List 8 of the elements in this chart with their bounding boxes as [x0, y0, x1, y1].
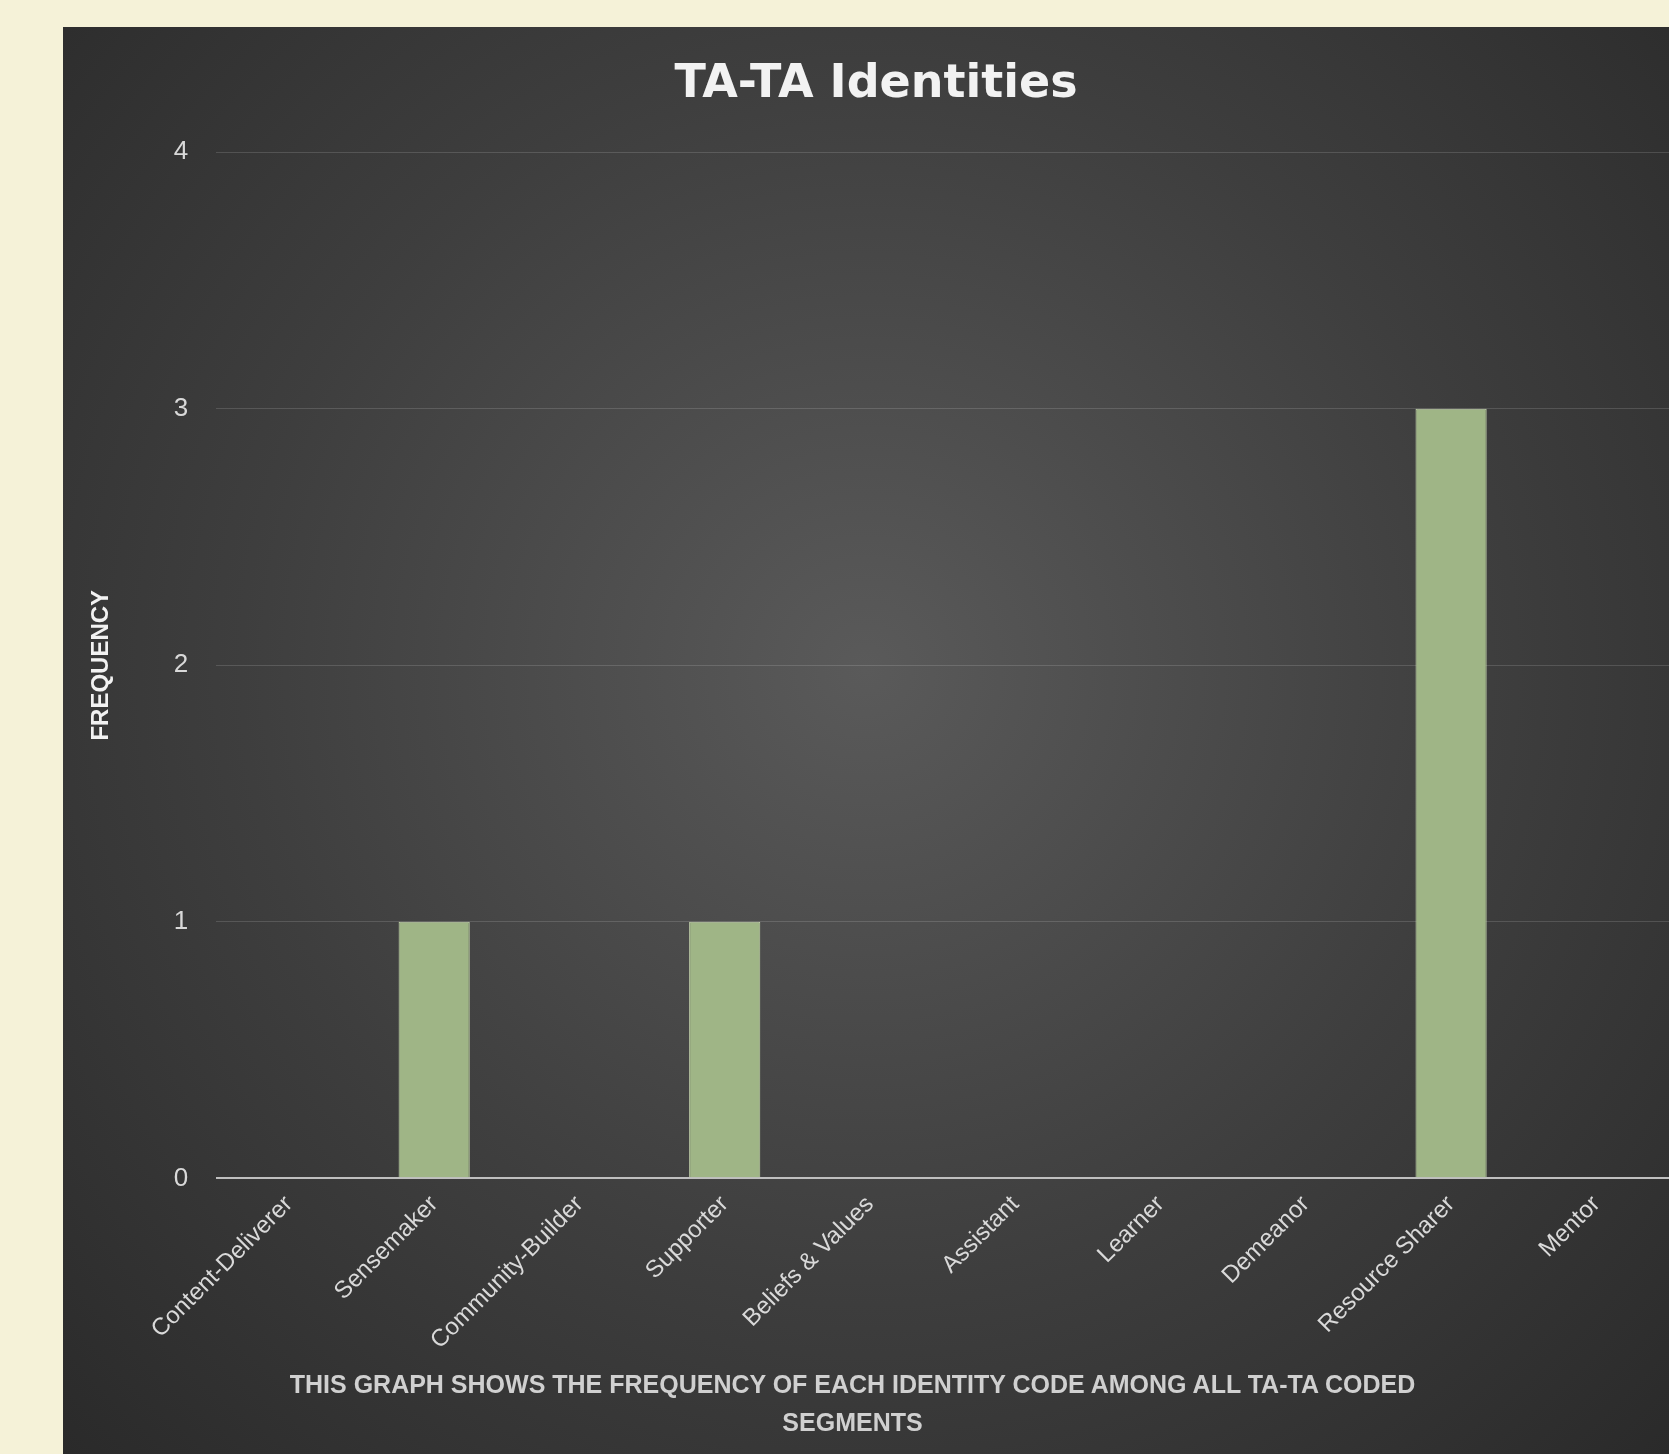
chart-title: TA-TA Identities: [674, 53, 1078, 108]
x-axis-title: THIS GRAPH SHOWS THE FREQUENCY OF EACH IDENTITY CODE AMONG ALL TA-TA CODED SEGMENTS: [288, 1369, 1417, 1438]
y-tick-label: 2: [173, 648, 189, 679]
y-tick-label: 3: [173, 391, 189, 422]
y-tick-label: 0: [173, 1161, 189, 1192]
y-tick-label: 1: [173, 904, 189, 935]
y-tick-label: 4: [173, 135, 189, 166]
y-axis-title: FREQUENCY: [86, 589, 114, 741]
